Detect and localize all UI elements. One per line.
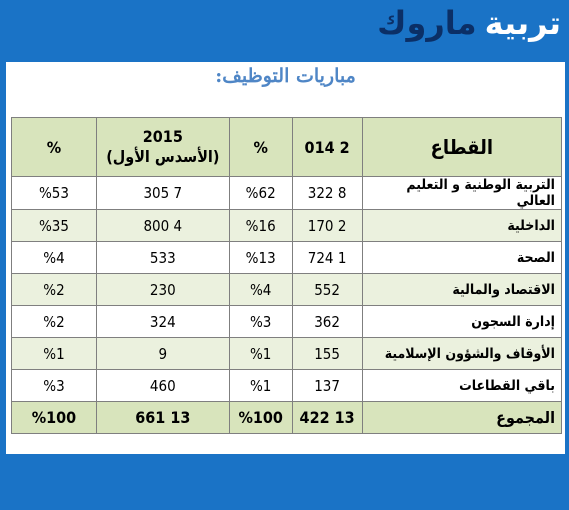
cell-2015: 4 800: [95, 209, 230, 242]
cell-pct-2015: %3: [11, 369, 97, 402]
cell-sector: الصحة: [361, 241, 563, 274]
cell-total-2015: 13 661: [95, 401, 230, 434]
table-row: التربية الوطنية و التعليم العالي 8 322 %…: [11, 176, 563, 210]
cell-sector: الداخلية: [361, 209, 563, 242]
header-2015-note: (الأسدس الأول): [106, 147, 220, 166]
table-row: الداخلية 2 170 %16 4 800 %35: [11, 209, 563, 242]
cell-total-pct-2014: %100: [228, 401, 293, 434]
cell-pct-2015: %53: [11, 176, 97, 210]
cell-2014: 155: [291, 337, 363, 370]
cell-sector: إدارة السجون: [361, 305, 563, 338]
table-total-row: المجموع 13 422 %100 13 661 %100: [11, 401, 563, 434]
cell-2015: 7 305: [95, 176, 230, 210]
cell-pct-2015: %2: [11, 305, 97, 338]
cell-2014: 362: [291, 305, 363, 338]
table-row: الأوقاف والشؤون الإسلامية 155 %1 9 %1: [11, 337, 563, 370]
header-2015-year: 2015: [142, 127, 183, 146]
cell-pct-2014: %1: [228, 337, 293, 370]
logo-word-tarbia: تربية: [484, 4, 561, 42]
header-pct-2015: %: [11, 117, 97, 177]
table-row: الصحة 1 724 %13 533 %4: [11, 241, 563, 274]
cell-2014: 552: [291, 273, 363, 306]
cell-2014: 8 322: [291, 176, 363, 210]
cell-pct-2014: %3: [228, 305, 293, 338]
cell-2015: 460: [95, 369, 230, 402]
cell-sector: باقي القطاعات: [361, 369, 563, 402]
cell-pct-2014: %4: [228, 273, 293, 306]
cell-pct-2015: %35: [11, 209, 97, 242]
cell-sector: الاقتصاد والمالية: [361, 273, 563, 306]
recruitment-table: القطاع 2 014 % 2015 (الأسدس الأول) % الت…: [11, 117, 563, 434]
cell-sector: الأوقاف والشؤون الإسلامية: [361, 337, 563, 370]
header-2014: 2 014: [291, 117, 363, 177]
cell-2015: 324: [95, 305, 230, 338]
cell-total-pct-2015: %100: [11, 401, 97, 434]
site-logo[interactable]: تربية ماروك: [377, 2, 561, 44]
cell-2014: 137: [291, 369, 363, 402]
cell-2014: 1 724: [291, 241, 363, 274]
cell-2014: 2 170: [291, 209, 363, 242]
table-row: الاقتصاد والمالية 552 %4 230 %2: [11, 273, 563, 306]
table-row: باقي القطاعات 137 %1 460 %3: [11, 369, 563, 402]
table-header-row: القطاع 2 014 % 2015 (الأسدس الأول) %: [11, 117, 563, 177]
cell-total-2014: 13 422: [291, 401, 363, 434]
cell-pct-2014: %13: [228, 241, 293, 274]
cell-pct-2014: %62: [228, 176, 293, 210]
cell-pct-2015: %2: [11, 273, 97, 306]
cell-2015: 533: [95, 241, 230, 274]
cell-sector: التربية الوطنية و التعليم العالي: [361, 176, 563, 210]
cell-2015: 230: [95, 273, 230, 306]
table-row: إدارة السجون 362 %3 324 %2: [11, 305, 563, 338]
page-title: مباريات التوظيف:: [215, 65, 356, 87]
logo-word-maroc: ماروك: [377, 4, 477, 42]
cell-pct-2015: %1: [11, 337, 97, 370]
cell-pct-2015: %4: [11, 241, 97, 274]
cell-2015: 9: [95, 337, 230, 370]
header-pct-2014: %: [228, 117, 293, 177]
cell-pct-2014: %16: [228, 209, 293, 242]
document-panel: مباريات التوظيف: القطاع 2 014 % 2015 (ال…: [6, 62, 565, 454]
header-2015: 2015 (الأسدس الأول): [95, 117, 230, 177]
cell-pct-2014: %1: [228, 369, 293, 402]
cell-total-label: المجموع: [361, 401, 563, 434]
header-sector: القطاع: [361, 117, 563, 177]
